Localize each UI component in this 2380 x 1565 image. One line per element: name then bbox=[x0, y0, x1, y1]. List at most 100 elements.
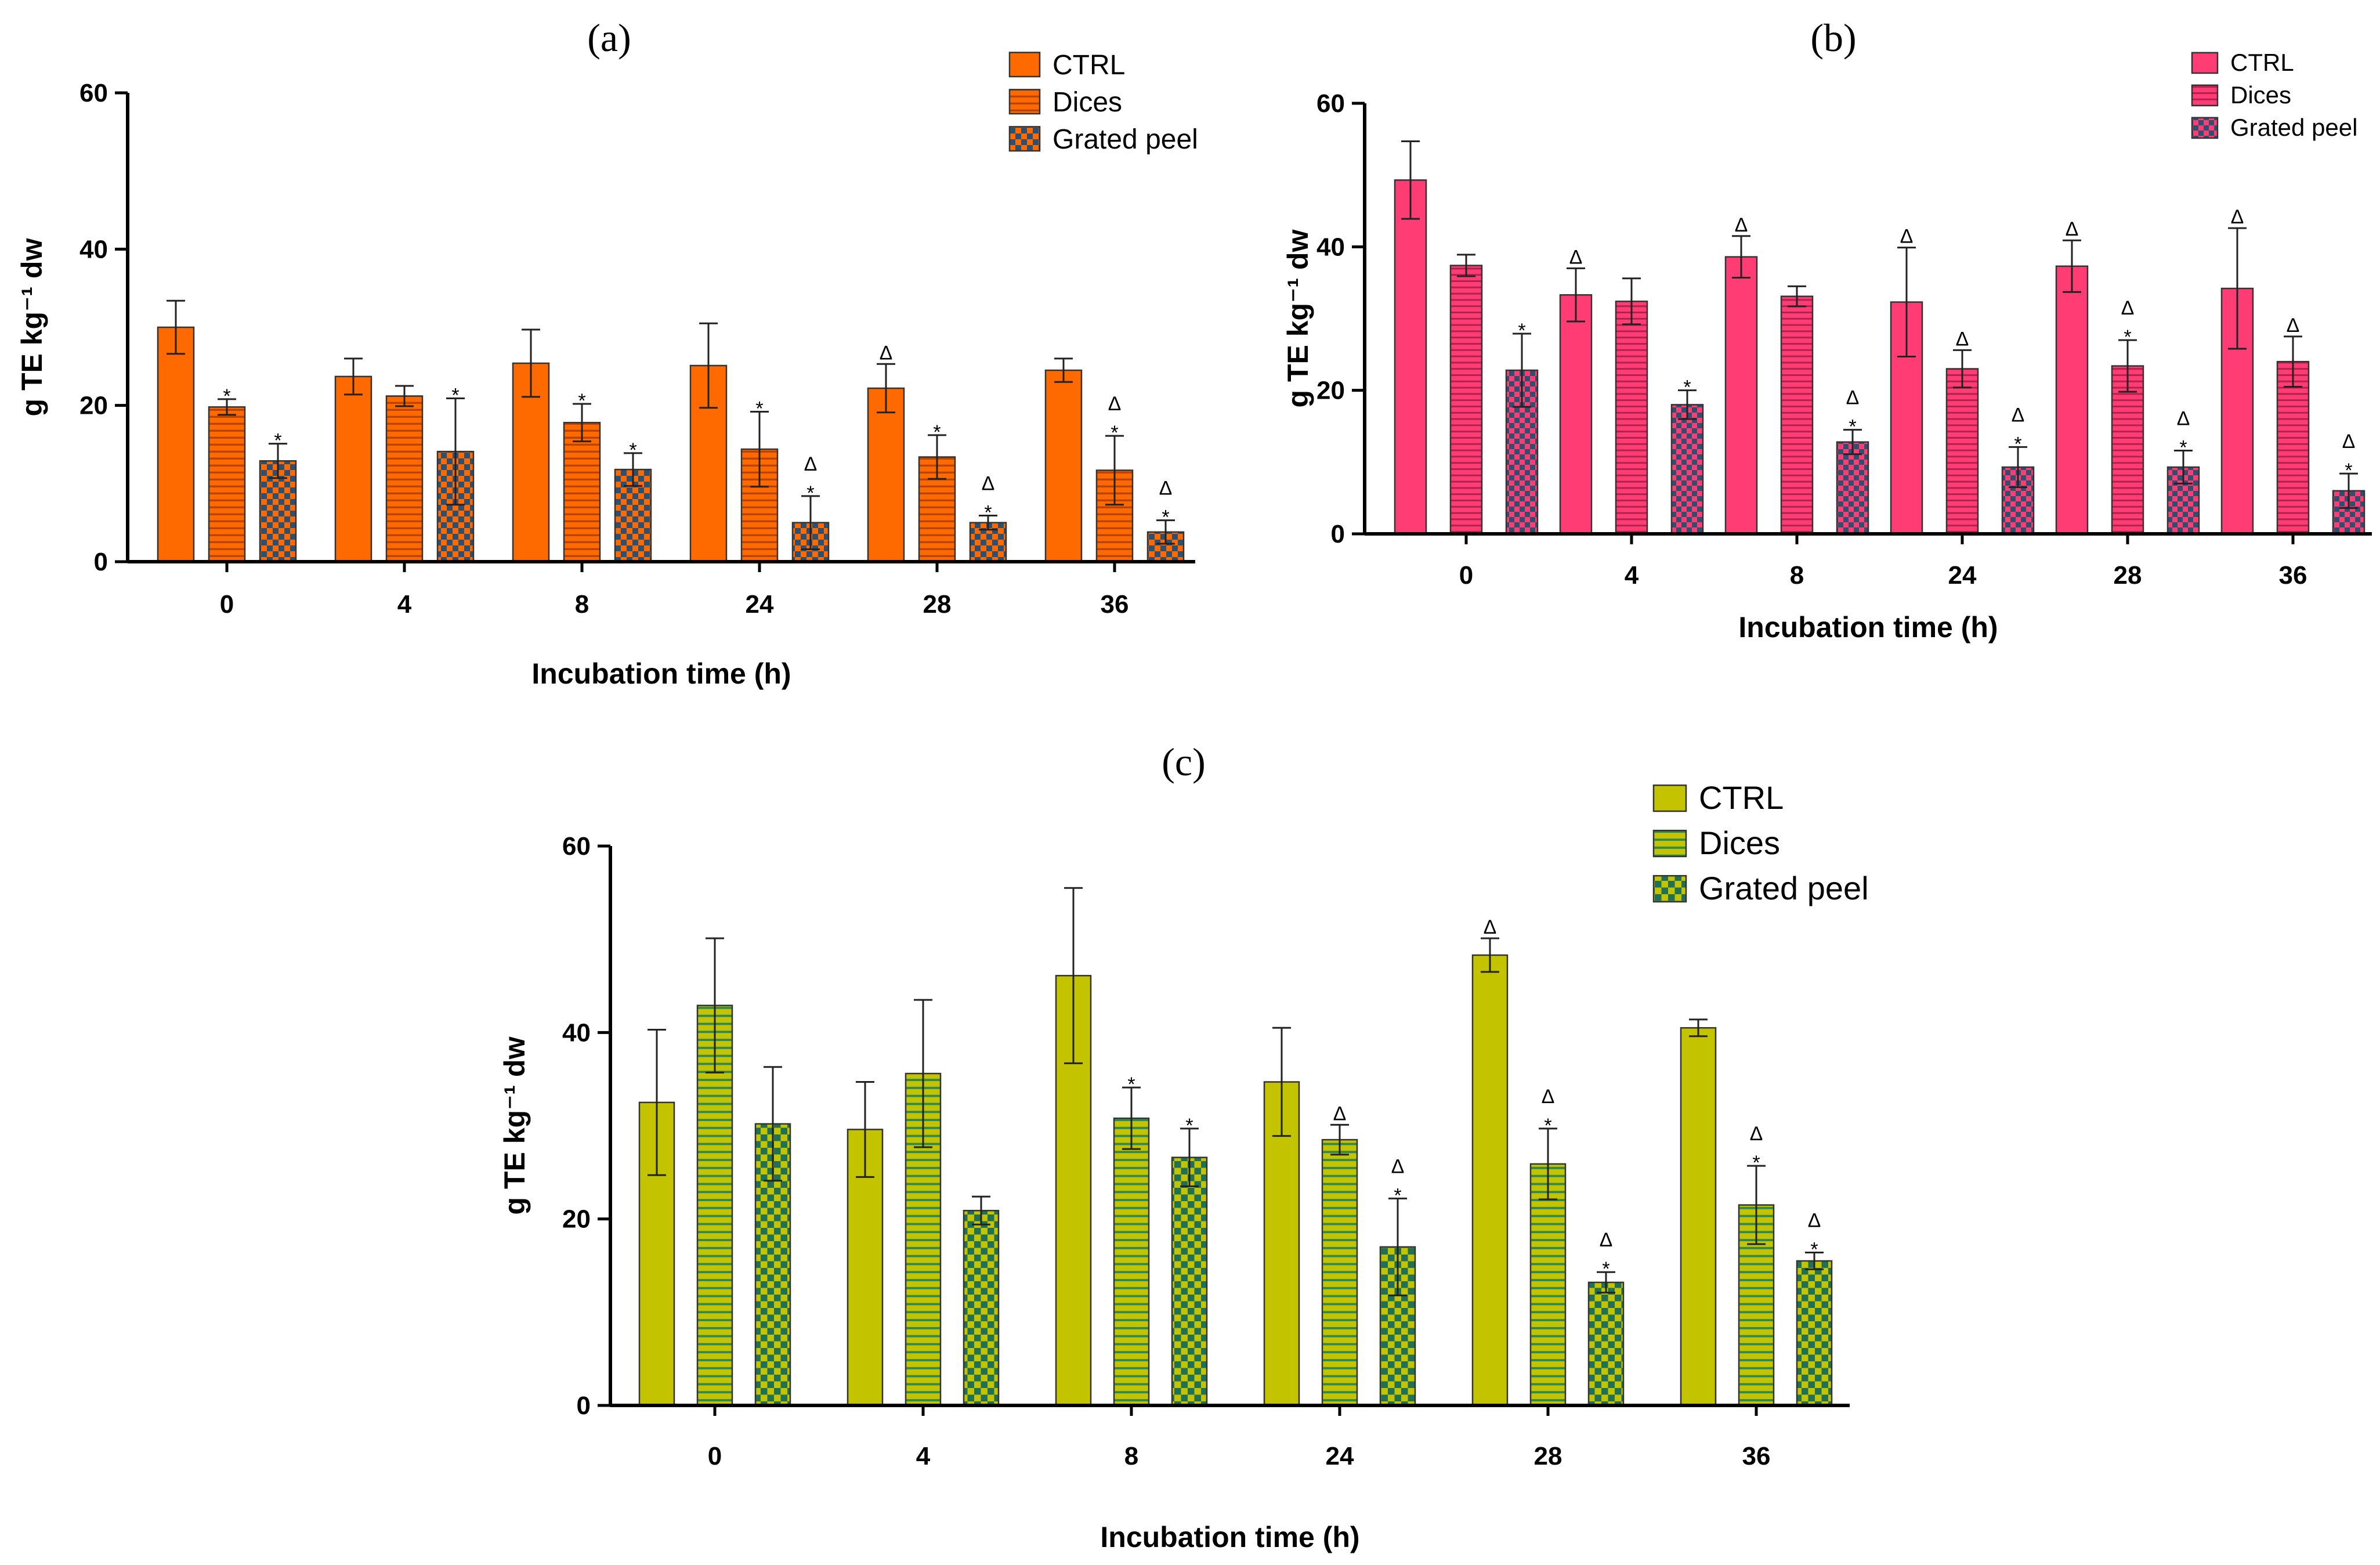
y-tick-label: 60 bbox=[562, 832, 591, 861]
bar-dices bbox=[1780, 295, 1814, 535]
significance-delta: Δ bbox=[880, 342, 893, 364]
panel-title: (c) bbox=[1162, 740, 1205, 784]
legend-label: Dices bbox=[1052, 87, 1122, 118]
significance-delta: Δ bbox=[1846, 387, 1860, 409]
significance-delta: Δ bbox=[1900, 226, 1914, 248]
x-axis-label: Incubation time (h) bbox=[1100, 1521, 1359, 1553]
x-tick-label: 4 bbox=[916, 1442, 931, 1470]
significance-asterisk: * bbox=[629, 439, 636, 461]
x-tick-label: 28 bbox=[923, 590, 952, 619]
bar-grated-peel bbox=[1670, 404, 1704, 535]
significance-asterisk: * bbox=[1111, 422, 1118, 444]
bar-ctrl bbox=[157, 326, 195, 563]
legend-swatch bbox=[1008, 52, 1041, 78]
bar-ctrl bbox=[2055, 265, 2089, 535]
panel-title: (a) bbox=[587, 16, 631, 60]
x-tick-label: 28 bbox=[1534, 1442, 1562, 1470]
y-tick-label: 20 bbox=[79, 392, 108, 420]
significance-delta: Δ bbox=[1569, 246, 1583, 268]
bar-dices bbox=[1113, 1117, 1150, 1407]
panel-a: (a) 0 20 40 60 g TE kg⁻¹ dw * * 0 * 4 * * 8 * * Δ 24 Δ * * Δ 2… bbox=[16, 16, 1198, 690]
x-axis-label: Incubation time (h) bbox=[1738, 611, 1998, 644]
significance-asterisk: * bbox=[1849, 416, 1856, 438]
significance-delta: Δ bbox=[1750, 1123, 1763, 1145]
x-axis-label: Incubation time (h) bbox=[531, 657, 791, 690]
bar-ctrl bbox=[1680, 1027, 1717, 1407]
bar-ctrl bbox=[867, 387, 905, 563]
bar-dices bbox=[1615, 301, 1648, 535]
bar-grated-peel bbox=[1587, 1281, 1625, 1407]
significance-delta: Δ bbox=[1956, 328, 1969, 350]
panel-title: (b) bbox=[1810, 16, 1856, 60]
legend-swatch bbox=[2191, 117, 2219, 139]
y-tick-label: 0 bbox=[577, 1391, 591, 1420]
significance-asterisk: * bbox=[984, 502, 992, 524]
significance-delta: Δ bbox=[2177, 408, 2190, 430]
significance-asterisk: * bbox=[2014, 433, 2021, 455]
x-tick-label: 0 bbox=[1459, 561, 1473, 590]
bar-dices bbox=[208, 406, 246, 563]
y-axis-label: g TE kg⁻¹ dw bbox=[1282, 229, 1314, 407]
legend-label: Grated peel bbox=[1052, 124, 1198, 155]
legend-label: Grated peel bbox=[1699, 870, 1869, 906]
significance-asterisk: * bbox=[223, 385, 230, 407]
significance-delta: Δ bbox=[1391, 1155, 1405, 1177]
panel-b: (b) 0 20 40 60 g TE kg⁻¹ dw * 0 Δ * 4 Δ * Δ 8 Δ Δ * Δ 24 Δ * Δ… bbox=[1282, 16, 2372, 644]
bar-dices bbox=[1945, 368, 1979, 535]
legend-swatch bbox=[2191, 52, 2219, 74]
x-tick-label: 0 bbox=[708, 1442, 722, 1470]
legend-swatch bbox=[2191, 84, 2219, 107]
significance-asterisk: * bbox=[1683, 377, 1691, 399]
legend-label: Dices bbox=[1699, 825, 1780, 861]
significance-delta: Δ bbox=[2066, 218, 2079, 240]
x-tick-label: 36 bbox=[1742, 1442, 1771, 1470]
bar-dices bbox=[563, 422, 601, 563]
legend-label: CTRL bbox=[1052, 50, 1125, 81]
y-tick-label: 20 bbox=[562, 1205, 591, 1234]
significance-asterisk: * bbox=[1752, 1152, 1760, 1174]
bar-grated-peel bbox=[1836, 441, 1869, 535]
significance-asterisk: * bbox=[1394, 1184, 1401, 1206]
y-tick-label: 20 bbox=[1316, 377, 1345, 405]
significance-asterisk: * bbox=[2179, 437, 2187, 459]
significance-asterisk: * bbox=[1544, 1115, 1551, 1137]
significance-asterisk: * bbox=[1185, 1115, 1193, 1137]
significance-delta: Δ bbox=[1108, 393, 1122, 415]
significance-delta: Δ bbox=[1159, 478, 1173, 500]
bar-grated-peel bbox=[963, 1209, 1000, 1407]
bar-dices bbox=[1529, 1163, 1567, 1407]
bar-ctrl bbox=[1394, 179, 1427, 535]
significance-delta: Δ bbox=[2012, 404, 2025, 426]
significance-asterisk: * bbox=[1518, 320, 1525, 342]
legend-label: Grated peel bbox=[2230, 114, 2357, 141]
significance-asterisk: * bbox=[578, 390, 585, 412]
significance-delta: Δ bbox=[1542, 1086, 1555, 1108]
x-tick-label: 4 bbox=[1625, 561, 1639, 590]
y-axis-label: g TE kg⁻¹ dw bbox=[16, 238, 48, 416]
y-tick-label: 0 bbox=[94, 548, 108, 576]
significance-delta: Δ bbox=[2342, 431, 2356, 453]
significance-delta: Δ bbox=[2287, 315, 2300, 337]
significance-delta: Δ bbox=[2121, 297, 2135, 319]
legend-label: CTRL bbox=[1699, 779, 1784, 816]
significance-asterisk: * bbox=[1810, 1239, 1818, 1261]
bar-grated-peel bbox=[2001, 466, 2035, 535]
y-tick-label: 60 bbox=[1316, 89, 1345, 118]
y-tick-label: 40 bbox=[1316, 233, 1345, 261]
significance-asterisk: * bbox=[755, 397, 763, 420]
legend-label: CTRL bbox=[2230, 49, 2294, 76]
significance-asterisk: * bbox=[274, 430, 281, 452]
significance-delta: Δ bbox=[982, 473, 995, 495]
x-tick-label: 8 bbox=[1790, 561, 1804, 590]
bar-dices bbox=[2276, 360, 2310, 535]
y-tick-label: 40 bbox=[562, 1018, 591, 1047]
y-tick-label: 0 bbox=[1331, 520, 1345, 548]
x-tick-label: 4 bbox=[397, 590, 412, 619]
significance-asterisk: * bbox=[2345, 460, 2352, 482]
x-tick-label: 36 bbox=[1101, 590, 1129, 619]
legend-swatch bbox=[1008, 126, 1041, 152]
significance-delta: Δ bbox=[1600, 1229, 1613, 1251]
x-tick-label: 8 bbox=[1124, 1442, 1138, 1470]
x-tick-label: 28 bbox=[2114, 561, 2142, 590]
